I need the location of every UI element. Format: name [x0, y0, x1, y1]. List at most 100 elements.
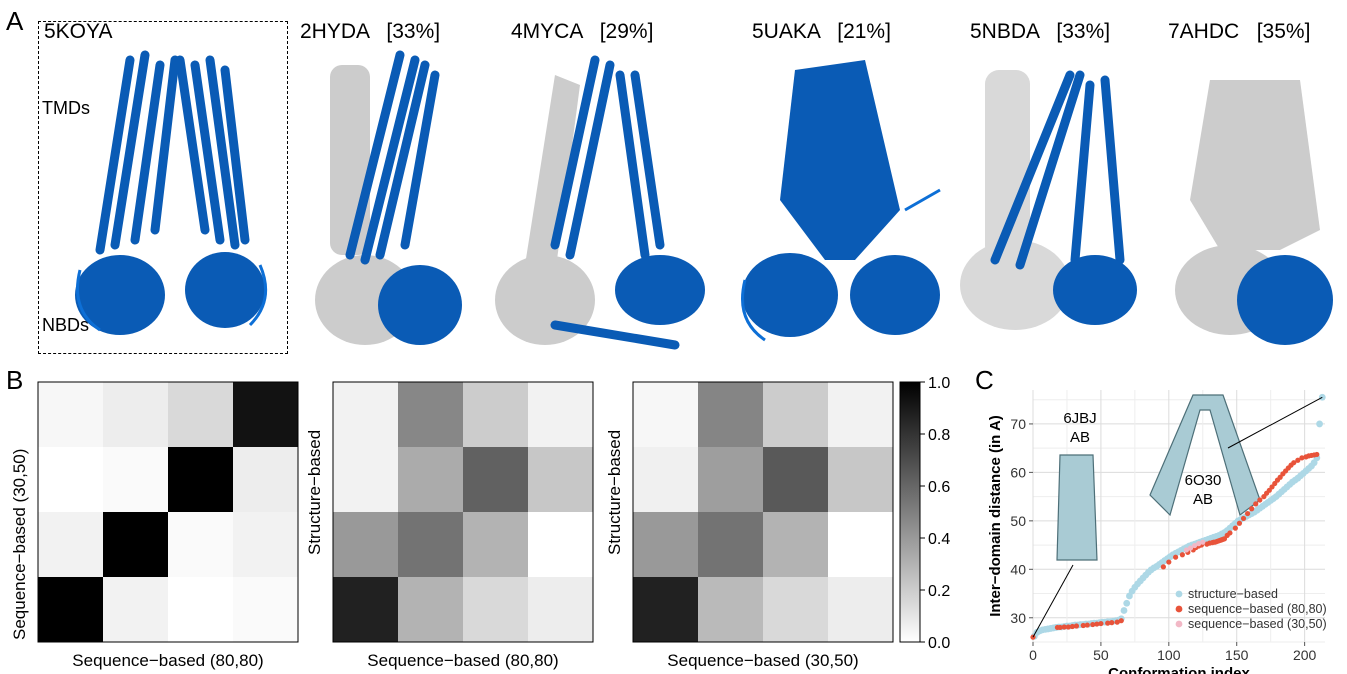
structure-title-5koya: 5KOYA: [44, 20, 113, 43]
legend-label: sequence−based (30,50): [1188, 617, 1327, 631]
heatmap-cell: [828, 577, 893, 642]
inset-structure-6jbj: [1056, 454, 1098, 561]
data-point: [1105, 620, 1111, 626]
data-point: [1253, 501, 1259, 507]
heatmap-cell: [333, 577, 398, 642]
colorbar-tick-label: 0.0: [928, 635, 950, 652]
heatmap-cell: [698, 447, 763, 512]
heatmap-frame: [37, 381, 299, 643]
colorbar-tick-label: 0.8: [928, 427, 950, 444]
data-point: [1080, 622, 1086, 629]
legend-marker: [1175, 620, 1183, 628]
data-point: [1114, 619, 1120, 625]
data-point: [1123, 599, 1131, 607]
heatmap-cell: [528, 512, 593, 577]
data-point: [1291, 460, 1297, 466]
nbds-label: NBDs: [42, 315, 90, 335]
data-point: [1094, 621, 1100, 627]
heatmap-cell: [698, 512, 763, 577]
protein-structure-7ahdc: [1175, 80, 1333, 345]
heatmap-cell: [398, 382, 463, 447]
data-point: [1069, 623, 1075, 630]
protein-structure-5nbda: [960, 70, 1137, 330]
series-1: [1030, 451, 1320, 640]
heatmap-cell: [763, 382, 828, 447]
data-point: [1299, 455, 1305, 461]
protein-structure-2hyda: [315, 50, 462, 345]
heatmap-cell: [763, 577, 828, 642]
heatmap-cell: [528, 382, 593, 447]
panel-label-b: B: [6, 365, 24, 395]
heatmap-1-xlabel: Sequence−based (80,80): [72, 651, 264, 670]
heatmap-cell: [38, 577, 103, 642]
heatmap-cell: [168, 577, 233, 642]
heatmap-cell: [233, 577, 298, 642]
series-2: [1183, 539, 1206, 553]
structure-title-7ahdc: 7AHDC [35%]: [1168, 20, 1311, 43]
annotation-6o30-connector: [1227, 396, 1323, 449]
data-point: [1249, 506, 1255, 512]
annotation-6jbj-label: AB: [1070, 429, 1090, 446]
data-point: [1065, 624, 1071, 630]
heatmap-cell: [763, 512, 828, 577]
heatmap-cell: [168, 447, 233, 512]
legend-marker: [1175, 590, 1183, 598]
colorbar-tick-label: 0.4: [928, 531, 950, 548]
data-point: [1073, 623, 1080, 629]
panel-label-c: C: [975, 365, 994, 395]
colorbar: [899, 381, 921, 643]
data-point: [1314, 451, 1320, 458]
y-tick-label: 70: [1010, 416, 1026, 432]
heatmap-cell: [698, 577, 763, 642]
heatmap-3: [632, 381, 894, 643]
x-tick-label: 150: [1225, 647, 1249, 663]
data-point: [1240, 515, 1247, 522]
heatmap-cell: [633, 447, 698, 512]
data-point: [1061, 624, 1067, 630]
heatmap-cell: [233, 447, 298, 512]
colorbar-tick-label: 0.6: [928, 479, 950, 496]
reference-structure-box: [38, 21, 288, 354]
heatmap-cell: [463, 577, 528, 642]
data-point: [1318, 393, 1326, 401]
data-point: [1192, 542, 1198, 549]
inset-ribbon: [1149, 394, 1261, 517]
y-tick-label: 30: [1010, 610, 1026, 626]
heatmap-cell: [463, 512, 528, 577]
x-tick-label: 100: [1157, 647, 1181, 663]
heatmap-1-ylabel: Sequence−based (30,50): [10, 448, 29, 640]
heatmap-cell: [828, 382, 893, 447]
data-point: [1090, 621, 1096, 628]
heatmap-cell: [168, 382, 233, 447]
y-tick-label: 40: [1010, 561, 1026, 577]
heatmap-group: 1.0 0.8 0.6 0.4 0.2 0.0: [37, 375, 950, 652]
heatmap-cell: [333, 512, 398, 577]
data-point: [1160, 564, 1166, 570]
data-point: [1187, 545, 1194, 551]
data-point: [1109, 620, 1115, 626]
heatmap-cell: [398, 577, 463, 642]
inset-ribbon: [1056, 454, 1098, 561]
heatmap-cell: [103, 512, 168, 577]
annotation-6o30-label: 6O30: [1185, 472, 1222, 489]
heatmap-cell: [103, 447, 168, 512]
data-point: [1232, 525, 1238, 531]
data-point: [1236, 520, 1243, 526]
data-point: [1179, 552, 1185, 558]
structure-title-5nbda: 5NBDA [33%]: [970, 20, 1111, 43]
protein-structure-5koya: [75, 50, 268, 335]
heatmap-cell: [528, 447, 593, 512]
heatmap-frame: [632, 381, 894, 643]
heatmap-3-xlabel: Sequence−based (30,50): [667, 651, 859, 670]
heatmap-cell: [398, 512, 463, 577]
data-point: [1196, 541, 1202, 547]
heatmap-cell: [398, 447, 463, 512]
data-point: [1057, 624, 1063, 631]
heatmap-cell: [103, 577, 168, 642]
data-point: [1244, 510, 1251, 517]
heatmap-cell: [103, 382, 168, 447]
data-point: [1183, 547, 1190, 553]
heatmap-cell: [168, 512, 233, 577]
data-point: [1200, 539, 1206, 545]
structure-title-5uaka: 5UAKA [21%]: [752, 20, 891, 43]
